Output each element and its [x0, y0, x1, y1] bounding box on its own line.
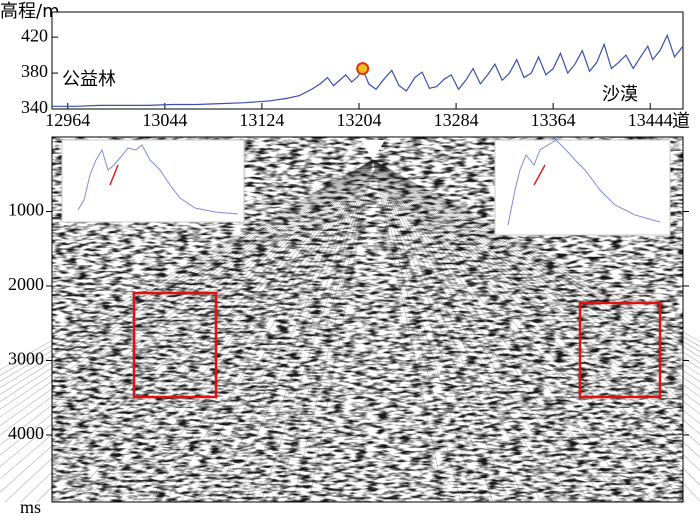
seismic-event: [372, 159, 670, 503]
seismic-event: [372, 159, 622, 503]
seismic-event: [308, 159, 374, 503]
seismic-event: [372, 159, 700, 398]
y-tick-label: 2000: [8, 274, 44, 294]
y-tick-label: 4000: [8, 423, 44, 443]
seismic-event: [372, 159, 494, 503]
x-axis-label: 道: [672, 111, 690, 132]
seismic-event: [84, 159, 374, 503]
y-axis-label: 高程/m: [0, 1, 60, 22]
seismic-event: [372, 159, 558, 503]
y-tick-label: 1000: [8, 200, 44, 220]
seismic-event: [52, 159, 374, 503]
inset-right: [494, 139, 671, 236]
seismic-event: [372, 159, 638, 503]
seismic-event: [68, 159, 374, 503]
seismic-event: [0, 159, 374, 456]
seismic-event: [372, 159, 446, 503]
seismic-event: [180, 159, 374, 503]
y-tick-label: 3000: [8, 349, 44, 369]
seismic-event: [372, 159, 700, 358]
seismic-event: [244, 159, 374, 503]
x-tick-label: 13364: [531, 110, 576, 130]
seismic-event: [372, 159, 700, 415]
seismic-event: [372, 159, 542, 503]
seismic-event: [372, 159, 700, 502]
seismic-event: [164, 159, 374, 503]
seismic-event: [0, 159, 374, 382]
elevation-frame: [51, 11, 684, 110]
seismic-event: [100, 159, 374, 503]
x-tick-label: 13284: [434, 110, 479, 130]
seismic-event: [276, 159, 374, 503]
x-tick-label: 13124: [239, 110, 284, 130]
y-tick-label: 340: [21, 97, 48, 117]
seismic-event: [372, 159, 654, 503]
seismic-event: [372, 159, 700, 435]
seismic-event: [372, 159, 510, 503]
seismic-event: [132, 159, 374, 503]
marker: [356, 62, 370, 76]
seismic-event: [372, 159, 700, 347]
x-tick-label: 13204: [337, 110, 382, 130]
seismic-event: [372, 159, 478, 503]
seismic-event: [0, 159, 374, 371]
x-tick-label: 13044: [142, 110, 187, 130]
seismic-event: [372, 159, 686, 503]
seismic-event: [4, 159, 374, 503]
seismic-event: [0, 159, 374, 436]
seismic-event: [292, 159, 374, 503]
seismic-event: [260, 159, 374, 503]
seismic-event: [372, 159, 700, 352]
seismic-event: [372, 159, 700, 342]
seismic-event: [0, 159, 374, 410]
annotation: 公益林: [62, 69, 116, 90]
y-axis-label: ms: [20, 497, 41, 517]
seismic-event: [372, 159, 700, 390]
seismic-event: [372, 159, 700, 370]
seismic-event: [0, 159, 374, 402]
highlight-box: [578, 301, 662, 399]
seismic-event: [372, 159, 462, 503]
seismic-event: [372, 159, 700, 376]
inset-left: [61, 139, 245, 223]
seismic-event: [0, 159, 374, 468]
seismic-event: [0, 159, 374, 480]
seismic-event: [372, 159, 526, 503]
x-tick-label: 13444: [628, 110, 673, 130]
seismic-event: [0, 159, 374, 493]
seismic-event: [20, 159, 374, 503]
seismic-event: [372, 159, 700, 425]
seismic-event: [196, 159, 374, 503]
seismic-event: [36, 159, 374, 503]
seismic-event: [228, 159, 374, 503]
seismic-frame: [51, 136, 684, 503]
seismic-muted: [361, 140, 385, 160]
x-tick-label: 12964: [45, 110, 90, 130]
seismic-event: [0, 159, 374, 376]
y-tick-label: 380: [21, 61, 48, 81]
seismic-event: [0, 159, 374, 395]
seismic-event: [212, 159, 374, 503]
seismic-event: [372, 159, 700, 486]
seismic-event: [116, 159, 374, 503]
seismic-event: [372, 159, 700, 406]
seismic-event: [0, 159, 374, 389]
seismic-event: [372, 159, 700, 472]
seismic-event: [0, 159, 374, 418]
highlight-box: [132, 291, 218, 399]
seismic-event: [148, 159, 374, 503]
seismic-event: [372, 159, 700, 458]
elevation-line: [52, 33, 684, 107]
seismic-event: [372, 159, 590, 503]
seismic-event: [0, 159, 374, 446]
seismic-event: [372, 159, 606, 503]
seismic-event: [372, 159, 700, 383]
seismic-event: [372, 159, 574, 503]
y-tick-label: 420: [21, 25, 48, 45]
annotation: 沙漠: [602, 84, 638, 105]
seismic-event: [372, 159, 700, 363]
